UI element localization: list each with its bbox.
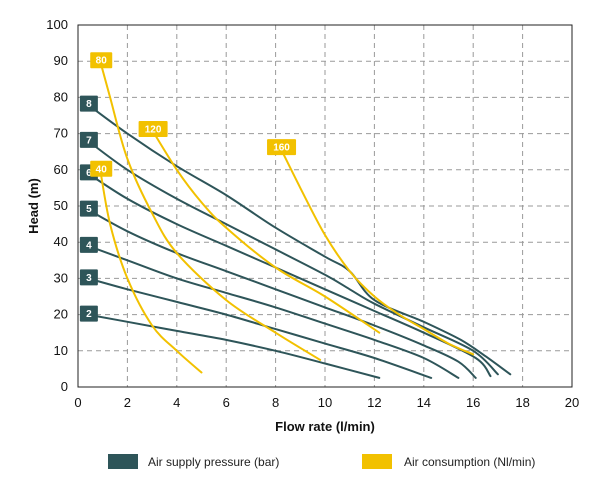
pressure-badge-4 bbox=[79, 236, 98, 253]
legend-swatch-2 bbox=[362, 454, 392, 469]
pressure-line-4 bbox=[86, 244, 460, 379]
consumption-badge-label-40: 40 bbox=[96, 164, 108, 175]
pressure-badge-label-7: 7 bbox=[86, 135, 92, 146]
y-tick-label: 100 bbox=[46, 17, 68, 32]
pressure-line-3 bbox=[86, 277, 433, 379]
consumption-line-40 bbox=[99, 168, 203, 374]
pressure-badge-label-2: 2 bbox=[86, 309, 92, 320]
pressure-badge-label-8: 8 bbox=[86, 99, 92, 110]
x-tick-label: 2 bbox=[124, 395, 131, 410]
pressure-badge-7 bbox=[79, 131, 98, 148]
x-tick-label: 10 bbox=[318, 395, 332, 410]
series-lines bbox=[86, 60, 512, 379]
y-tick-label: 20 bbox=[54, 307, 68, 322]
consumption-badge-label-80: 80 bbox=[96, 56, 108, 67]
x-tick-label: 6 bbox=[223, 395, 230, 410]
grid bbox=[78, 25, 572, 387]
x-tick-label: 8 bbox=[272, 395, 279, 410]
x-tick-label: 14 bbox=[417, 395, 431, 410]
x-axis-title: Flow rate (l/min) bbox=[275, 419, 375, 434]
y-axis-title: Head (m) bbox=[26, 178, 41, 234]
x-tick-label: 16 bbox=[466, 395, 480, 410]
pressure-badge-8 bbox=[79, 95, 98, 112]
y-tick-label: 90 bbox=[54, 53, 68, 68]
y-tick-label: 80 bbox=[54, 89, 68, 104]
pressure-line-5 bbox=[86, 208, 477, 379]
pressure-line-8 bbox=[86, 103, 512, 376]
y-tick-label: 60 bbox=[54, 162, 68, 177]
consumption-badge-160 bbox=[267, 139, 297, 156]
plot-frame bbox=[77, 24, 573, 388]
pressure-badge-label-5: 5 bbox=[86, 204, 92, 215]
x-tick-label: 4 bbox=[173, 395, 180, 410]
y-tick-label: 0 bbox=[61, 379, 68, 394]
pressure-badge-label-4: 4 bbox=[86, 240, 92, 251]
consumption-line-160 bbox=[279, 147, 475, 356]
y-tick-label: 40 bbox=[54, 234, 68, 249]
x-tick-label: 0 bbox=[74, 395, 81, 410]
pressure-line-2 bbox=[86, 313, 381, 379]
pressure-line-7 bbox=[86, 139, 499, 376]
pressure-badge-label-6: 6 bbox=[86, 168, 92, 179]
legend-swatch-1 bbox=[108, 454, 138, 469]
consumption-line-120 bbox=[151, 129, 381, 334]
axis-ticks: 0 2 4 6 8 10 12 14 16 18 20 0 10 20 30 40 50 60 70 80 90 100 bbox=[46, 17, 579, 410]
legend: Air supply pressure (bar) Air consumption… bbox=[108, 454, 535, 469]
x-tick-label: 12 bbox=[367, 395, 381, 410]
pressure-badge-2 bbox=[79, 305, 98, 322]
pressure-badge-label-3: 3 bbox=[86, 273, 92, 284]
series-badges: 2 3 4 5 6 7 8 40 80 120 160 bbox=[79, 52, 297, 322]
consumption-badge-label-120: 120 bbox=[145, 124, 162, 135]
y-tick-label: 70 bbox=[54, 126, 68, 141]
x-tick-label: 20 bbox=[565, 395, 579, 410]
pressure-badge-3 bbox=[79, 269, 98, 286]
pressure-badge-5 bbox=[79, 200, 98, 217]
consumption-badge-label-160: 160 bbox=[273, 143, 290, 154]
consumption-badge-40 bbox=[90, 160, 113, 177]
y-tick-label: 10 bbox=[54, 343, 68, 358]
y-tick-label: 30 bbox=[54, 270, 68, 285]
consumption-line-80 bbox=[99, 60, 322, 361]
y-tick-label: 50 bbox=[54, 198, 68, 213]
x-tick-label: 18 bbox=[515, 395, 529, 410]
legend-label-2: Air consumption (Nl/min) bbox=[404, 455, 535, 469]
consumption-badge-120 bbox=[138, 120, 168, 137]
legend-label-1: Air supply pressure (bar) bbox=[148, 455, 279, 469]
consumption-badge-80 bbox=[90, 52, 113, 69]
